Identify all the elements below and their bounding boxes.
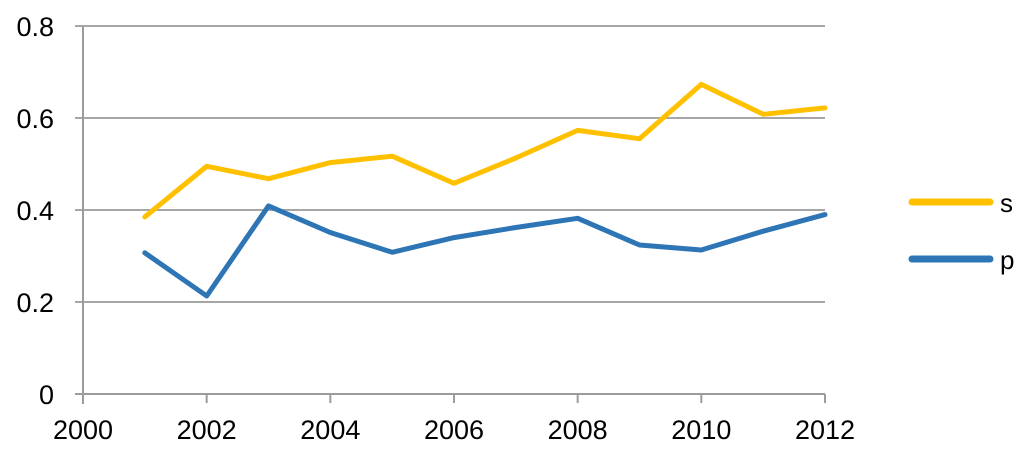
x-tick-label: 2000: [53, 415, 113, 445]
x-tick-label: 2010: [671, 415, 731, 445]
gridlines: [75, 25, 825, 303]
y-tick-label: 0.6: [16, 104, 54, 134]
series-lines: [142, 81, 828, 299]
legend-label-s: s: [1000, 188, 1013, 218]
x-axis-tick-labels: 2000 2002 2004 2006 2008 2010 2012: [53, 415, 855, 445]
x-tick-label: 2008: [548, 415, 608, 445]
series-line-p: [142, 203, 828, 299]
x-tick-label: 2012: [795, 415, 855, 445]
x-tick-label: 2006: [424, 415, 484, 445]
y-tick-label: 0: [39, 380, 54, 410]
x-tick-label: 2002: [177, 415, 237, 445]
legend-label-p: p: [1000, 245, 1014, 275]
y-tick-label: 0.4: [16, 196, 54, 226]
legend: s p: [908, 188, 1014, 275]
x-tick-label: 2004: [300, 415, 360, 445]
axes: [75, 26, 826, 404]
y-tick-label: 0.2: [16, 288, 54, 318]
series-line-s: [142, 81, 828, 220]
y-axis-tick-labels: 0 0.2 0.4 0.6 0.8: [16, 12, 54, 410]
y-tick-label: 0.8: [16, 12, 54, 42]
